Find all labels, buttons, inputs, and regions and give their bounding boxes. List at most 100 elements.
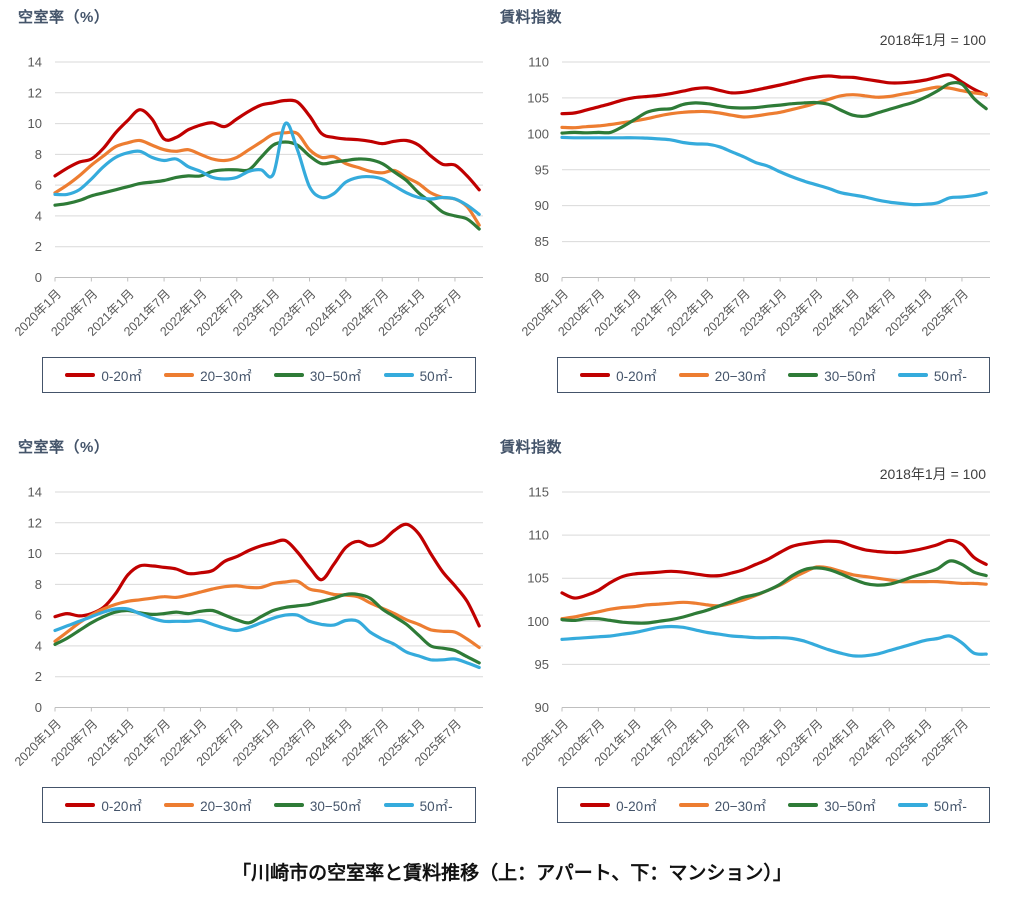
legend-line-swatch xyxy=(383,803,414,807)
legend-line-swatch xyxy=(788,803,819,807)
y-tick-label: 2 xyxy=(35,669,42,684)
chart-mansion-vacancy: 14 12 10 8 6 4 2 0 2020年1月 2020年7月 2021年1月 2021年7月 2… xyxy=(0,430,512,860)
legend-label: 50㎡- xyxy=(419,799,453,814)
legend-label: 0-20㎡ xyxy=(101,369,142,384)
chart-apartment-vacancy: 14 12 10 8 6 4 2 0 2020年1月 2020年7月 2021年1月 2021年7月 2… xyxy=(0,0,512,430)
legend-item: 20−30㎡ xyxy=(164,365,252,385)
series-line-30−50㎡ xyxy=(53,140,481,231)
series-line-50㎡- xyxy=(560,135,988,207)
legend-line-swatch xyxy=(678,803,709,807)
legend-label: 0-20㎡ xyxy=(101,799,142,814)
legend: 0-20㎡ 20−30㎡ 30−50㎡ 50㎡- xyxy=(557,787,990,823)
legend-item: 0-20㎡ xyxy=(65,365,142,385)
mansion-rent-index-plot: 11511010510095902020年1月2020年7月2021年1月202… xyxy=(519,485,990,769)
legend-item: 20−30㎡ xyxy=(678,795,767,815)
y-tick-label: 6 xyxy=(35,178,42,193)
legend-item: 50㎡- xyxy=(383,365,453,385)
legend-label: 20−30㎡ xyxy=(200,369,252,384)
series-line-50㎡- xyxy=(560,624,988,658)
legend-label: 20−30㎡ xyxy=(714,799,767,814)
y-tick-label: 6 xyxy=(35,608,42,623)
legend-line-swatch xyxy=(65,803,96,807)
series-line-50㎡- xyxy=(53,121,481,216)
apartment-vacancy-plot: 141210864202020年1月2020年7月2021年1月2021年7月2… xyxy=(12,55,483,339)
y-tick-label: 4 xyxy=(35,638,42,653)
legend: 0-20㎡ 20−30㎡ 30−50㎡ 50㎡- xyxy=(42,357,476,393)
y-tick-label: 8 xyxy=(35,147,42,162)
series-line-30−50㎡ xyxy=(560,559,988,625)
legend-item: 50㎡- xyxy=(897,365,967,385)
y-tick-label: 95 xyxy=(535,162,549,177)
legend-item: 30−50㎡ xyxy=(788,365,876,385)
legend-label: 50㎡- xyxy=(933,369,967,384)
legend-label: 20−30㎡ xyxy=(714,369,767,384)
legend-line-swatch xyxy=(678,373,709,377)
series-line-0-20㎡ xyxy=(53,98,481,192)
y-tick-label: 90 xyxy=(535,198,549,213)
series-line-20−30㎡ xyxy=(53,579,481,650)
apartment-rent-index-plot: 110105100959085802020年1月2020年7月2021年1月20… xyxy=(519,55,990,339)
legend-line-swatch xyxy=(383,373,414,377)
legend-label: 20−30㎡ xyxy=(200,799,252,814)
series-line-50㎡- xyxy=(53,606,481,670)
y-tick-label: 0 xyxy=(35,700,42,715)
legend-line-swatch xyxy=(273,373,304,377)
base-period-annotation: 2018年1月 = 100 xyxy=(879,32,986,48)
legend-item: 30−50㎡ xyxy=(273,365,362,385)
legend-line-swatch xyxy=(897,373,928,377)
y-tick-label: 10 xyxy=(28,116,42,131)
legend-item: 0-20㎡ xyxy=(580,795,657,815)
legend-line-swatch xyxy=(580,373,611,377)
y-tick-label: 12 xyxy=(28,515,42,530)
mansion-vacancy-plot: 141210864202020年1月2020年7月2021年1月2021年7月2… xyxy=(12,485,483,769)
y-tick-label: 80 xyxy=(535,270,549,285)
legend-item: 50㎡- xyxy=(383,795,453,815)
y-tick-label: 90 xyxy=(535,700,549,715)
chart-title: 空室率（%） xyxy=(18,9,110,26)
y-tick-label: 105 xyxy=(527,571,549,586)
legend-line-swatch xyxy=(65,373,96,377)
y-tick-label: 85 xyxy=(535,234,549,249)
figure-caption: 「川崎市の空室率と賃料推移（上：アパート、下：マンション）」 xyxy=(232,863,792,884)
chart-title: 賃料指数 xyxy=(500,439,563,456)
legend: 0-20㎡ 20−30㎡ 30−50㎡ 50㎡- xyxy=(557,357,990,393)
legend-label: 30−50㎡ xyxy=(824,799,876,814)
y-tick-label: 105 xyxy=(527,90,549,105)
chart-apartment-rent-index: 110 105 100 95 90 85 80 2020年1月 2020年7月 2021年1月 20… xyxy=(488,0,1024,430)
legend-label: 30−50㎡ xyxy=(309,799,362,814)
legend-item: 0-20㎡ xyxy=(65,795,142,815)
legend-line-swatch xyxy=(164,803,195,807)
series-line-0-20㎡ xyxy=(560,538,988,600)
y-tick-label: 8 xyxy=(35,577,42,592)
chart-title: 賃料指数 xyxy=(500,9,563,26)
legend-item: 30−50㎡ xyxy=(788,795,876,815)
y-tick-label: 14 xyxy=(28,485,42,500)
legend-line-swatch xyxy=(580,803,611,807)
y-tick-label: 95 xyxy=(535,657,549,672)
y-tick-label: 14 xyxy=(28,55,42,70)
y-tick-label: 10 xyxy=(28,546,42,561)
y-tick-label: 100 xyxy=(527,614,549,629)
series-line-0-20㎡ xyxy=(560,73,988,116)
legend-label: 0-20㎡ xyxy=(616,799,657,814)
base-period-annotation: 2018年1月 = 100 xyxy=(879,466,986,482)
series-line-20−30㎡ xyxy=(53,130,481,227)
legend-line-swatch xyxy=(164,373,195,377)
chart-mansion-rent-index: 115 110 105 100 95 90 2020年1月 2020年7月 2021年1月 202… xyxy=(488,430,1024,860)
series-line-30−50㎡ xyxy=(560,80,988,135)
legend-line-swatch xyxy=(273,803,304,807)
legend-item: 20−30㎡ xyxy=(164,795,252,815)
legend-item: 50㎡- xyxy=(897,795,967,815)
legend-item: 30−50㎡ xyxy=(273,795,362,815)
series-line-20−30㎡ xyxy=(560,85,988,130)
y-tick-label: 115 xyxy=(528,485,549,500)
y-tick-label: 4 xyxy=(35,208,42,223)
series-line-0-20㎡ xyxy=(53,522,481,628)
y-tick-label: 110 xyxy=(528,528,549,543)
legend-label: 30−50㎡ xyxy=(309,369,362,384)
legend-label: 30−50㎡ xyxy=(824,369,876,384)
legend-label: 50㎡- xyxy=(419,369,453,384)
legend-item: 0-20㎡ xyxy=(580,365,657,385)
y-tick-label: 2 xyxy=(35,239,42,254)
